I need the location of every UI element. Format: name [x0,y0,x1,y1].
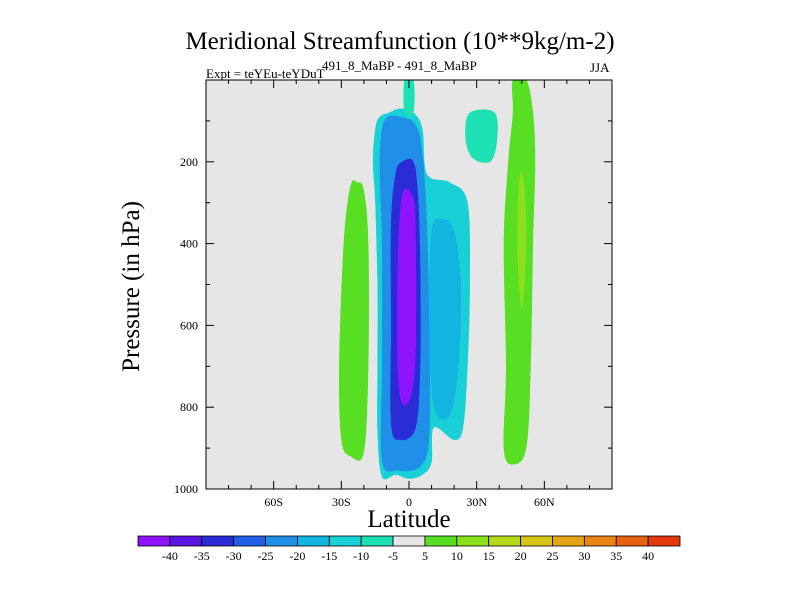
colorbar-swatch [424,535,458,547]
y-tick-label: 1000 [174,482,198,496]
season-label: JJA [590,60,610,75]
colorbar-label: -25 [258,549,274,563]
colorbar-label: -35 [194,549,210,563]
colorbar-label: 25 [546,549,558,563]
contour-fills [338,80,536,480]
x-tick-label: 60S [264,495,283,509]
x-tick-label: 30N [466,495,487,509]
y-tick-label: 200 [180,155,198,169]
negative-cell-nh-lobe [429,218,462,420]
negative-cell-nh-upper [465,109,498,163]
colorbar-swatch [583,535,617,547]
colorbar-swatch [520,535,553,547]
colorbar-swatch [488,535,521,547]
colorbar-label: 10 [451,549,463,563]
negative-cell-core [397,188,417,406]
negative-cell-top-plume [403,80,415,117]
colorbar-swatch [456,535,490,547]
colorbar-label: 30 [578,549,590,563]
colorbar-swatch [392,535,426,547]
x-tick-label: 30S [332,495,351,509]
experiment-label: Expt = teYEu-teYDuT [206,66,325,81]
period-label: 491_8_MaBP - 491_8_MaBP [322,58,477,73]
x-axis-title: Latitude [367,506,450,533]
colorbar-label: -20 [289,549,305,563]
colorbar-label: -30 [226,549,242,563]
colorbar-swatch [265,535,298,547]
colorbar-label: 5 [422,549,428,563]
colorbar-label: 20 [515,549,527,563]
y-axis-title: Pressure (in hPa) [118,201,145,372]
colorbar-swatch [297,535,330,547]
colorbar-label: -15 [321,549,337,563]
colorbar-swatch [328,535,362,547]
y-tick-label: 400 [180,237,198,251]
y-tick-label: 800 [180,400,198,414]
y-tick-label: 600 [180,318,198,332]
positive-cell-nh-core [517,172,527,309]
colorbar-label: -40 [162,549,178,563]
colorbar-label: -10 [353,549,369,563]
colorbar-label: 15 [483,549,495,563]
colorbar-swatch [615,535,649,547]
x-tick-label: 60N [534,495,555,509]
colorbar-swatch [169,535,203,547]
chart-title: Meridional Streamfunction (10**9kg/m-2) [185,28,615,55]
colorbar-swatch [552,535,585,547]
colorbar-swatch [647,535,681,547]
colorbar-swatch [233,535,266,547]
colorbar-swatch [201,535,235,547]
colorbar-label: -5 [388,549,398,563]
colorbar-swatch [360,535,394,547]
colorbar-swatch [137,535,171,547]
colorbar-label: 35 [610,549,622,563]
positive-cell-sh [338,180,369,461]
x-tick-label: 0 [406,495,412,509]
colorbar-label: 40 [642,549,654,563]
